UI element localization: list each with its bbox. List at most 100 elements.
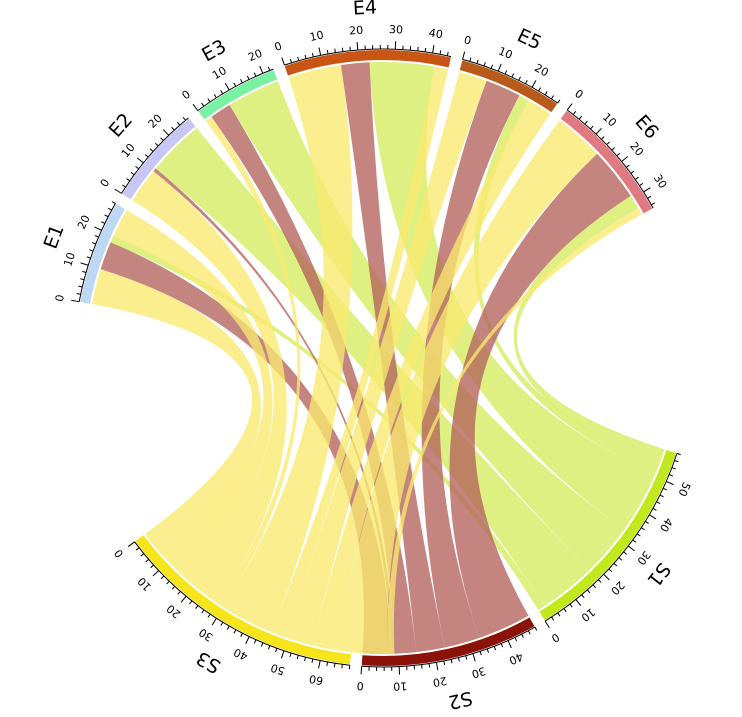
tick-e6-8 [590,125,594,130]
tick-label-e1-20: 20 [75,213,93,231]
tick-e6-26 [634,176,639,180]
tick-e1-2 [76,293,81,295]
sector-arc-e5 [459,60,558,113]
tick-s1-42 [652,507,657,511]
tick-e6-34 [651,202,656,206]
tick-e3-2 [201,102,205,107]
ribbon-e4-s3-10 [223,64,353,633]
tick-e5-14 [511,73,515,78]
tick-s1-14 [586,589,591,594]
tick-s1-56 [674,460,679,463]
sector-arc-e6 [560,110,653,214]
tick-label-e2-10: 10 [119,141,138,160]
tick-e6-32 [647,195,652,199]
tick-s1-58 [676,452,681,456]
tick-s1-26 [618,557,623,561]
tick-e5-8 [490,64,494,69]
tick-e6-2 [572,111,577,115]
tick-e3-12 [233,82,237,87]
ribbon-e2-s3-4 [132,171,287,604]
tick-e2-0 [114,188,122,194]
tick-e2-12 [144,154,149,158]
tick-e4-14 [334,48,336,53]
tick-label-s3-10: 10 [135,574,154,593]
tick-e1-6 [80,278,85,281]
tick-e4-10 [318,47,322,56]
tick-label-e4-40: 40 [428,26,444,41]
ribbon-e4-s1-12 [369,62,656,530]
tick-s1-12 [581,594,585,599]
tick-s2-32 [479,651,482,656]
tick-s1-30 [627,545,635,552]
tick-s2-0 [360,666,363,675]
tick-s3-52 [289,652,292,657]
tick-e1-0 [71,299,80,303]
tick-e4-8 [311,52,314,58]
tick-e1-20 [94,226,102,231]
sector-label-s2: S2 [446,686,474,713]
tick-s3-34 [226,625,230,630]
tick-s3-2 [135,547,140,551]
ribbon-e5-s3-17 [312,100,551,651]
tick-s2-22 [443,660,446,665]
tick-s3-66 [341,664,343,669]
tick-label-e3-20: 20 [246,47,264,64]
tick-e3-10 [224,82,230,91]
tick-e3-6 [213,94,217,99]
tick-e1-24 [104,214,109,218]
tick-e3-18 [253,72,257,77]
ribbon-e4-s3-13 [271,66,449,638]
tick-s1-50 [666,480,674,486]
tick-s3-24 [195,605,199,609]
sectors-layer [80,50,676,666]
axis-line-e2 [121,117,189,194]
tick-s1-2 [551,616,555,621]
tick-s2-18 [428,663,431,668]
tick-s1-10 [575,599,582,607]
tick-e6-0 [566,103,573,111]
ribbon-e2-s1-6 [155,128,590,607]
tick-label-s1-40: 40 [657,515,675,534]
tick-label-s3-60: 60 [308,672,324,688]
tick-e4-6 [304,54,307,59]
sector-label-e5: E5 [514,24,545,54]
tick-s2-24 [450,659,453,664]
tick-s3-8 [150,564,154,569]
tick-e6-18 [616,152,621,157]
tick-label-s2-10: 10 [393,679,408,693]
axis-line-e1 [78,203,116,302]
tick-e3-16 [246,75,250,80]
tick-s1-54 [671,467,676,470]
tick-s1-36 [641,527,645,531]
tick-s1-48 [662,487,668,491]
tick-e2-24 [176,121,181,126]
tick-s1-22 [608,568,613,572]
axis-line-s2 [361,626,536,668]
tick-e4-4 [297,56,300,61]
tick-s1-34 [636,533,641,537]
ribbon-e1-s3-3 [113,210,273,582]
tick-e1-18 [94,235,99,238]
tick-s3-14 [166,580,170,585]
axis-line-s3 [134,541,350,666]
tick-e6-14 [606,141,610,146]
tick-e4-16 [341,47,344,52]
tick-s3-42 [253,639,257,644]
ribbon-e5-s2-15 [421,80,520,648]
ribbon-e5-s3-14 [284,71,487,646]
tick-e4-2 [289,58,293,63]
tick-e4-38 [424,47,427,52]
tick-s2-36 [493,646,497,651]
tick-label-e6-10: 10 [600,110,619,129]
tick-e3-4 [207,98,211,103]
tick-e6-6 [584,120,588,125]
tick-s3-50 [280,650,285,659]
tick-e2-22 [171,126,175,131]
tick-s3-58 [311,658,314,663]
tick-e1-12 [86,256,91,259]
tick-e1-14 [89,249,94,252]
axis-line-e3 [197,68,274,112]
tick-s3-22 [189,600,193,605]
tick-s1-52 [669,474,674,477]
sector-arc-e4 [284,50,451,76]
